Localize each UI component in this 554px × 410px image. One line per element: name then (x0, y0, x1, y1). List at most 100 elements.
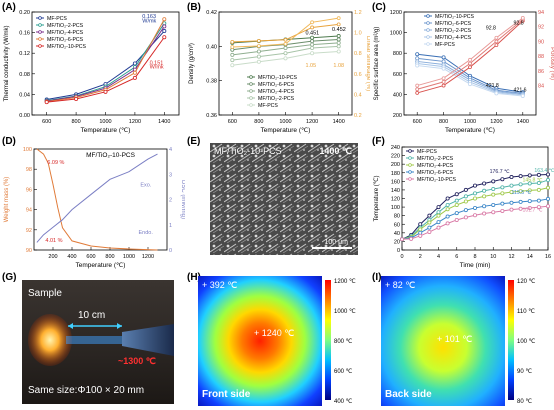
legend-label: MF/TiO₂-10-PCS (258, 75, 298, 81)
series-f-point (500, 201, 505, 206)
annotation-c: 92.8 (486, 26, 496, 32)
series-f-point (527, 188, 532, 193)
porosity-c-point (468, 57, 472, 62)
series-f-point (518, 199, 523, 204)
thermal-back-image: + 82 ℃ + 101 ℃ Back side (381, 276, 505, 406)
annotation-b: 0.451 (305, 30, 319, 36)
shrinkage-b-point (230, 39, 235, 44)
series-f-point (482, 181, 487, 186)
series-f-point (454, 211, 459, 216)
y-tick-label: 80 (394, 214, 400, 220)
y-tick-label: 90 (26, 248, 32, 254)
chart-a-thermal-conductivity: 0.00 0.04 0.08 0.12 0.16 0.20 600 800 1000 1200 14… (4, 10, 180, 134)
x-tick-label: 800 (439, 119, 448, 125)
x-tick-label: 1400 (517, 119, 529, 125)
series-f-point (545, 196, 550, 201)
legend-marker (408, 149, 412, 153)
series-c-point (468, 82, 473, 87)
series-a-point (74, 97, 79, 102)
y-axis-label: Weight mass (%) (4, 177, 10, 223)
series-b-point (230, 52, 235, 57)
series-f-point (445, 214, 450, 219)
series-f-point (491, 179, 496, 184)
x-tick-label: 1000 (99, 119, 111, 125)
series-f-point (454, 217, 459, 222)
legend-marker (408, 177, 412, 181)
series-f-point (536, 205, 541, 210)
y2-tick-label: 90 (538, 39, 544, 45)
annotation-f: 101.7 ℃ (522, 207, 542, 213)
thermal-front-corner-temp: + 392 ℃ (202, 280, 238, 290)
legend-marker (249, 75, 253, 79)
x-tick-label: 1200 (490, 119, 502, 125)
y2-tick-label: 4 (169, 147, 172, 153)
legend-label: MF-PCS (47, 16, 67, 22)
series-b-point (256, 54, 261, 59)
series-f-point (482, 211, 487, 216)
shrinkage-b-point (283, 42, 288, 46)
annotation-a: 0.163 (142, 14, 156, 20)
x-tick-label: 1400 (158, 119, 170, 125)
colorbar-tick-label: 90 ℃ (517, 369, 533, 375)
chart-b-density-shrinkage: 0.36 0.38 0.40 0.42 600 800 1000 1200 1400 Temper… (189, 10, 370, 134)
series-f-point (445, 207, 450, 212)
series-c-point (441, 66, 446, 71)
y-axis-label: Specific surface area (m²/g) (374, 27, 380, 101)
series-f-point (536, 172, 541, 177)
series-f-point (518, 174, 523, 179)
series-f-point (418, 222, 423, 227)
annotation-c: 421.6 (514, 87, 527, 93)
legend-label: MF-PCS (417, 149, 437, 155)
tga-d-line (36, 148, 158, 251)
annotation-b: 1.05 (305, 63, 316, 69)
series-b-point (336, 49, 341, 54)
x-axis-label: Temperature (℃) (261, 127, 311, 134)
legend-marker (408, 156, 412, 160)
series-f-point (409, 236, 414, 241)
shrinkage-b-point (283, 37, 288, 42)
series-f-point (427, 229, 432, 234)
annotation-f: 176.7 ℃ (490, 169, 510, 175)
colorbar-tick-label: 110 ℃ (517, 309, 535, 315)
series-a-point (132, 75, 137, 80)
colorbar-tick-label: 1200 ℃ (334, 279, 356, 285)
thermal-front-colorbar (325, 280, 331, 400)
series-f-point (536, 187, 541, 192)
series-f-point (491, 187, 496, 192)
shrinkage-b-point (310, 20, 314, 25)
porosity-c-point (468, 65, 472, 70)
y-tick-label: 0.12 (19, 51, 30, 57)
chart-c-surface-area-porosity: 200 400 600 800 1000 1200 600 800 1000 1200 1400 Te… (374, 10, 554, 134)
legend-label: MF/TiO₂-10-PCS (417, 177, 457, 183)
y2-tick-label: 84 (538, 84, 544, 90)
thermal-front-scale: 1200 ℃ 1000 ℃ 800 ℃ 600 ℃ 400 ℃ (334, 278, 370, 405)
series-f-point (473, 205, 478, 210)
annotation-a: W/mk (150, 65, 164, 71)
series-f-point (536, 198, 541, 203)
x-tick-label: 1000 (123, 254, 135, 260)
y2-tick-label: 2 (169, 198, 172, 204)
series-c-point (441, 55, 446, 60)
series-f-point (463, 199, 468, 204)
series-f-point (445, 221, 450, 226)
series-f-point (545, 185, 550, 190)
x-axis-label: Time (min) (460, 262, 491, 269)
y-tick-label: 140 (391, 188, 400, 194)
y2-axis-label: DSC (mW/mg) (180, 180, 185, 219)
y-tick-label: 200 (391, 162, 400, 168)
shrinkage-b-point (230, 45, 235, 49)
series-c-point (494, 91, 499, 96)
x-tick-label: 800 (72, 119, 81, 125)
series-f-point (427, 225, 432, 230)
thermal-front-image: + 392 ℃ + 1240 ℃ Front side (198, 276, 322, 406)
series-b-point (310, 51, 315, 56)
annotation-c: 421.8 (486, 83, 499, 89)
y-tick-label: 200 (393, 113, 402, 119)
y-tick-label: 0.40 (206, 44, 217, 50)
y2-tick-label: 86 (538, 69, 544, 75)
series-b-point (310, 42, 315, 47)
series-f-point (536, 181, 541, 186)
legend-label: MF/TiO₂-2-PCS (258, 96, 295, 102)
legend-marker (38, 30, 42, 34)
sem-texture (210, 143, 358, 255)
